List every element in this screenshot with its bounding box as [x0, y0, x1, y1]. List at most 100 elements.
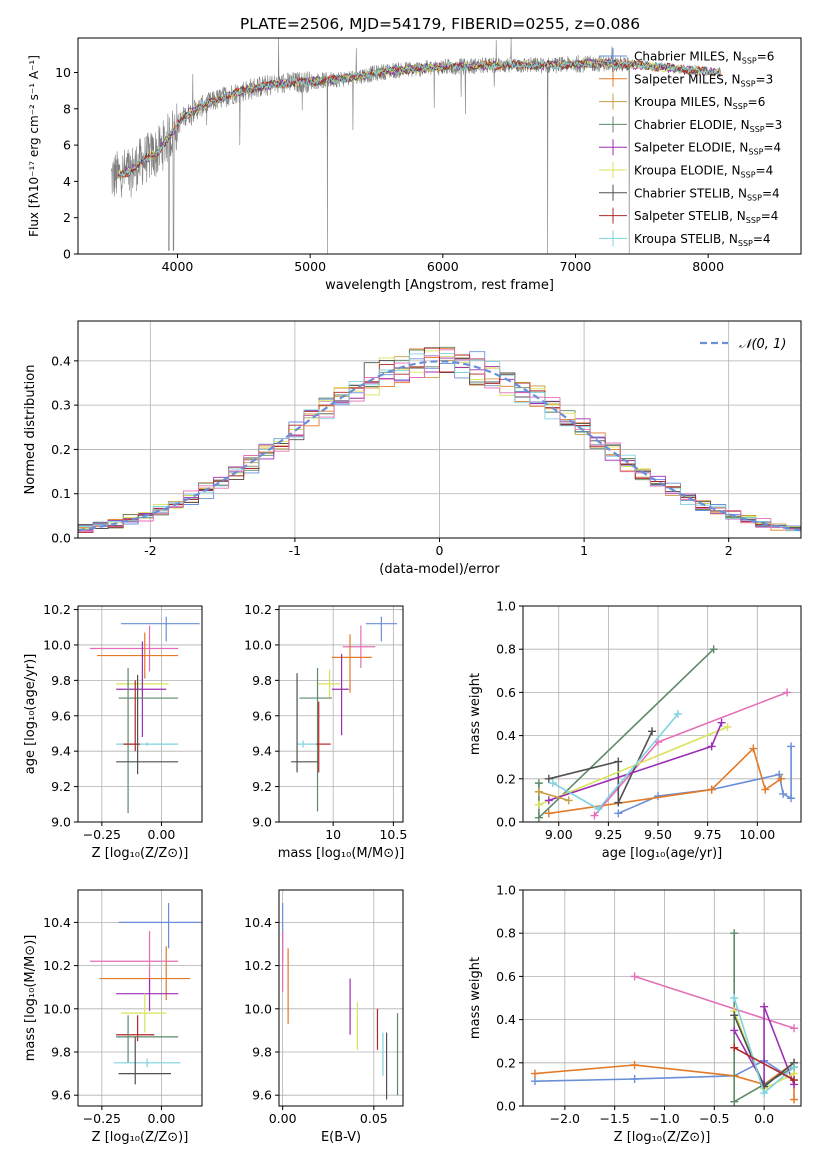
plus-marker	[534, 779, 543, 788]
y-tick-label: 0.0	[51, 531, 71, 546]
axes-age_vs_mass: 10 10.5 9.0 9.2 9.4 9.6 9.8 10.0 10.2 mass [log₁₀…	[244, 602, 407, 861]
plus-marker	[790, 1095, 799, 1104]
data-point	[116, 1015, 179, 1063]
data-point	[116, 675, 179, 775]
y-tick-label: 10.2	[43, 602, 71, 617]
plus-marker	[760, 1002, 769, 1011]
plot-area-weight_vs_age	[534, 645, 796, 822]
plus-marker	[730, 929, 739, 938]
x-tick-label: 0	[436, 543, 444, 558]
plus-marker	[654, 792, 663, 801]
axes-frame	[77, 37, 802, 255]
axes-frame	[278, 605, 404, 823]
legend-entry: Kroupa MILES, NSSP=6	[634, 95, 765, 111]
y-tick-label: 0.6	[496, 969, 516, 984]
x-axis-label: mass [log₁₀(M/M⊙)]	[278, 846, 405, 861]
plus-marker	[790, 1024, 799, 1033]
data-point	[299, 667, 332, 812]
y-tick-label: 10	[55, 65, 71, 80]
axes-age_vs_Z: −0.25 0.00 9.0 9.2 9.4 9.6 9.8 10.0 10.2 Z [log₁₀…	[23, 602, 203, 861]
data-point	[331, 634, 372, 693]
legend-series-name: Kroupa MILES, N	[634, 95, 733, 109]
data-point	[297, 740, 317, 748]
y-tick-label: 8	[63, 101, 71, 116]
plus-marker	[787, 794, 796, 803]
legend-subscript: SSP	[738, 239, 753, 248]
axes-frame	[77, 889, 203, 1107]
x-tick-label: 0.0	[754, 1111, 774, 1126]
legend-subscript: SSP	[742, 57, 757, 66]
x-axis-label: Z [log₁₀(Z/Z⊙)]	[614, 1130, 711, 1145]
data-point	[316, 701, 331, 773]
y-tick-label: 10.2	[43, 958, 71, 973]
plot-area-mass_vs_ebv	[282, 902, 399, 1100]
plus-marker	[534, 800, 543, 809]
y-tick-label: 2	[63, 210, 71, 225]
data-point	[342, 625, 376, 668]
plus-marker	[544, 796, 553, 805]
x-tick-label: −2.0	[550, 1111, 580, 1126]
model-spectrum-line	[117, 58, 721, 177]
plot-area-weight_vs_Z	[530, 929, 799, 1106]
x-tick-label: 7000	[560, 259, 592, 274]
legend-nssp: =3	[756, 72, 774, 86]
panel-mass_vs_Z: −0.25 0.00 9.6 9.8 10.0 10.2 10.4 Z [log₁₀(Z/Z⊙…	[23, 889, 203, 1145]
axes-frame	[522, 605, 802, 823]
y-tick-label: 10.0	[43, 637, 71, 652]
panel-mass_vs_ebv: 0.00 0.05 9.6 9.8 10.0 10.2 10.4 E(B-V)	[244, 889, 404, 1145]
y-tick-label: 9.8	[252, 673, 272, 688]
data-point	[118, 667, 179, 814]
axes-frame	[77, 320, 802, 539]
y-tick-label: 9.0	[252, 815, 272, 830]
legend-entry: Chabrier MILES, NSSP=6	[634, 50, 774, 66]
data-point	[116, 978, 179, 1011]
legend-nssp: =4	[753, 232, 771, 246]
y-tick-label: 10.0	[43, 1001, 71, 1016]
axes-residuals: -2 -1 0 1 2 0.0 0.1 0.2 0.3 0.4 (data-model)/error…	[23, 320, 802, 577]
data-point	[120, 993, 167, 1033]
y-tick-label: 0.1	[51, 486, 71, 501]
y-tick-label: 0	[63, 247, 71, 262]
y-tick-label: 9.8	[51, 673, 71, 688]
plus-marker	[534, 787, 543, 796]
legend-nssp: =4	[763, 141, 781, 155]
plus-marker	[630, 1075, 639, 1083]
axes-mass_vs_Z: −0.25 0.00 9.6 9.8 10.0 10.2 10.4 Z [log₁₀(Z/Z⊙…	[23, 889, 203, 1145]
plus-marker	[775, 770, 784, 779]
grid-age_vs_mass	[279, 606, 403, 823]
panel-age_vs_Z: −0.25 0.00 9.0 9.2 9.4 9.6 9.8 10.0 10.2 Z [log₁₀…	[23, 602, 203, 861]
x-tick-label: -1	[289, 543, 301, 558]
y-tick-label: 4	[63, 174, 71, 189]
plus-marker	[717, 718, 726, 727]
panel-weight_vs_Z: −2.0 −1.5 −1.0 −0.5 0.0 0.0 0.2 0.4 0.6 0.8 1.0 Z […	[468, 883, 802, 1145]
y-axis-label: age [log₁₀(age/yr)]	[23, 654, 38, 775]
legend-nssp: =6	[748, 95, 766, 109]
x-tick-label: 1	[580, 543, 588, 558]
plus-marker	[673, 710, 682, 718]
plus-marker	[730, 1043, 739, 1052]
legend-subscript: SSP	[746, 216, 761, 225]
panel-weight_vs_age: 9.00 9.25 9.50 9.75 10.00 0.0 0.2 0.4 0.6 0.8 1.0 a…	[468, 599, 802, 861]
plus-marker	[530, 1077, 539, 1086]
weight-series-line	[733, 1005, 795, 1086]
plus-marker	[614, 809, 623, 818]
legend-nssp: =4	[762, 186, 780, 200]
data-point	[89, 625, 179, 672]
plus-marker	[783, 688, 792, 697]
grid-age_vs_Z	[78, 606, 202, 823]
observed-spectrum-line	[110, 38, 631, 254]
plus-marker	[760, 1089, 769, 1098]
axes-mass_vs_ebv: 0.00 0.05 9.6 9.8 10.0 10.2 10.4 E(B-V)	[244, 889, 404, 1145]
weight-series-line	[548, 730, 653, 804]
legend-subscript: SSP	[741, 171, 756, 180]
plus-marker	[730, 994, 739, 1002]
panel-age_vs_mass: 10 10.5 9.0 9.2 9.4 9.6 9.8 10.0 10.2 mass [log₁₀…	[244, 602, 407, 861]
y-tick-label: 10.4	[43, 915, 71, 930]
legend-subscript: SSP	[741, 79, 756, 88]
y-tick-label: 0.4	[496, 728, 516, 743]
data-point	[97, 632, 179, 679]
y-tick-label: 1.0	[496, 883, 516, 898]
legend-entry: Salpeter ELODIE, NSSP=4	[634, 141, 781, 157]
plus-marker	[648, 727, 657, 736]
legend-nssp: =3	[765, 118, 783, 132]
